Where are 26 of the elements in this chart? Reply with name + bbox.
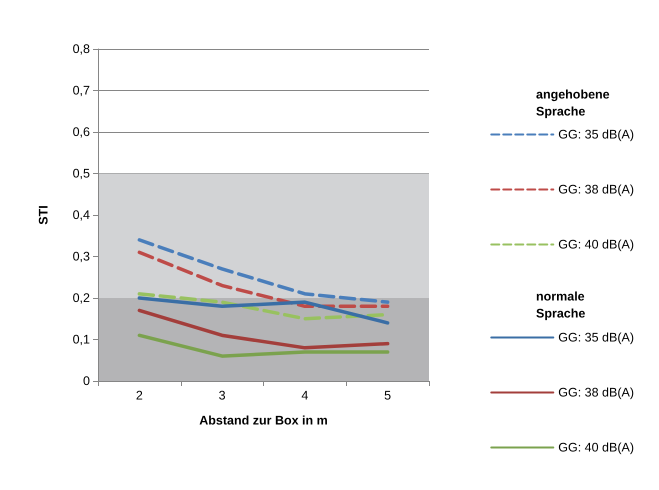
y-tick-label: 0,6 xyxy=(72,125,90,139)
text: normale Sprache xyxy=(536,290,586,320)
y-tick-label: 0,8 xyxy=(72,42,90,56)
legend-label: GG: 40 dB(A) xyxy=(558,238,634,252)
text: angehobene Sprache xyxy=(536,88,610,118)
legend-label: GG: 38 dB(A) xyxy=(558,386,634,400)
x-axis-title: Abstand zur Box in m xyxy=(199,414,328,428)
x-tick-label: 3 xyxy=(218,388,226,402)
y-axis-title: STI xyxy=(36,205,50,225)
y-tick-label: 0,4 xyxy=(72,208,90,222)
y-tick-label: 0,7 xyxy=(72,84,90,98)
legend-label: GG: 38 dB(A) xyxy=(558,182,634,196)
line-series xyxy=(138,296,390,325)
legend-label: GG: 35 dB(A) xyxy=(558,128,634,142)
y-tick-label: 0,3 xyxy=(72,250,90,264)
legend-label: GG: 35 dB(A) xyxy=(558,330,634,344)
y-tick-label: 0,5 xyxy=(72,166,90,180)
x-tick-label: 5 xyxy=(384,388,392,402)
y-tick-label: 0 xyxy=(83,374,90,388)
line-series xyxy=(138,308,390,350)
legend-label: GG: 40 dB(A) xyxy=(558,440,634,454)
x-tick-label: 4 xyxy=(301,388,308,402)
y-tick-label: 0,1 xyxy=(72,332,90,346)
y-tick-label: 0,2 xyxy=(72,291,90,305)
x-tick-label: 2 xyxy=(136,388,143,402)
line-series xyxy=(138,238,390,304)
